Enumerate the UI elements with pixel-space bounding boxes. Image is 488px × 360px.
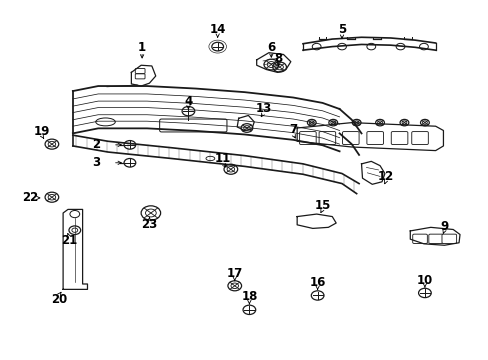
- FancyBboxPatch shape: [299, 132, 316, 144]
- Text: 17: 17: [226, 267, 243, 280]
- FancyBboxPatch shape: [135, 74, 145, 79]
- Text: 22: 22: [22, 192, 38, 204]
- FancyBboxPatch shape: [441, 234, 456, 243]
- FancyBboxPatch shape: [135, 68, 145, 73]
- FancyBboxPatch shape: [411, 132, 427, 144]
- Text: 23: 23: [141, 218, 157, 231]
- Text: 5: 5: [337, 23, 346, 36]
- Text: 14: 14: [209, 23, 225, 36]
- Text: 11: 11: [214, 152, 230, 165]
- Text: 10: 10: [416, 274, 432, 287]
- FancyBboxPatch shape: [366, 132, 383, 144]
- Text: 13: 13: [255, 102, 272, 115]
- Text: 18: 18: [241, 290, 257, 303]
- Text: 12: 12: [377, 170, 393, 183]
- FancyBboxPatch shape: [342, 132, 358, 144]
- FancyBboxPatch shape: [428, 234, 443, 243]
- Text: 20: 20: [51, 293, 67, 306]
- Text: 15: 15: [314, 199, 330, 212]
- Text: 1: 1: [138, 41, 146, 54]
- Text: 7: 7: [288, 123, 297, 136]
- Text: 16: 16: [309, 276, 325, 289]
- FancyBboxPatch shape: [319, 132, 335, 144]
- Text: 3: 3: [92, 156, 100, 169]
- Text: 2: 2: [92, 138, 100, 151]
- Text: 6: 6: [266, 41, 275, 54]
- FancyBboxPatch shape: [412, 234, 427, 243]
- FancyBboxPatch shape: [159, 119, 226, 132]
- FancyBboxPatch shape: [390, 132, 407, 144]
- Text: 19: 19: [34, 125, 50, 138]
- Text: 8: 8: [274, 51, 282, 64]
- Text: 9: 9: [439, 220, 447, 233]
- Text: 4: 4: [184, 95, 192, 108]
- Text: 21: 21: [61, 234, 77, 247]
